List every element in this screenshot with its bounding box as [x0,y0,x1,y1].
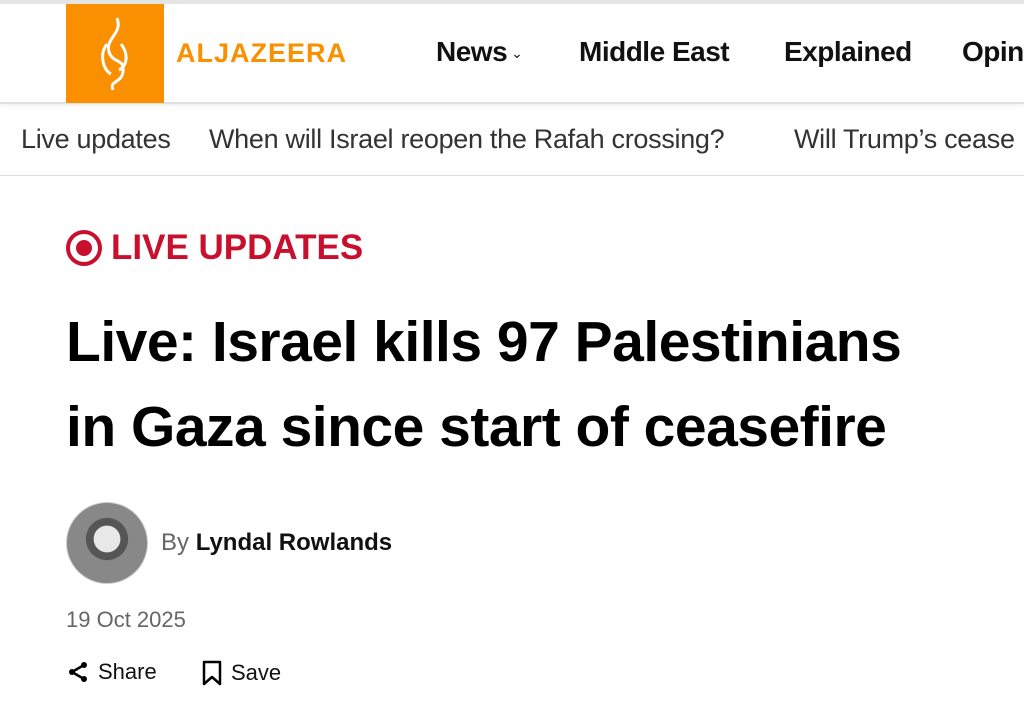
nav-explained[interactable]: Explained [784,36,912,67]
page-title: Live: Israel kills 97 Palestinians in Gaz… [66,300,1016,470]
live-tag-label: LIVE UPDATES [111,228,364,267]
nav-middle-east[interactable]: Middle East [579,36,730,67]
nav-news-label: News [436,36,508,67]
top-bar [0,0,1024,4]
subnav-live-updates[interactable]: Live updates [21,124,171,154]
calligraphy-logo-icon [101,16,128,91]
byline: By Lyndal Rowlands [161,529,392,557]
author-avatar[interactable] [66,502,148,584]
aljazeera-logo[interactable] [66,4,164,103]
title-line: in Gaza since start of ceasefire [66,395,887,459]
brand-wordmark[interactable]: ALJAZEERA [176,38,348,68]
nav-opinion[interactable]: Opin [962,36,1024,67]
subnav-trump-ceasefire[interactable]: Will Trump’s cease [794,124,1015,154]
publish-date: 19 Oct 2025 [66,607,186,632]
chevron-down-icon: ⌄ [511,45,523,62]
by-label: By [161,529,190,556]
subnav-rafah-crossing[interactable]: When will Israel reopen the Rafah crossi… [209,124,725,154]
nav-news[interactable]: News ⌄ [436,36,523,68]
author-link[interactable]: Lyndal Rowlands [195,529,393,556]
live-dot-icon [66,230,102,266]
bookmark-icon [202,660,222,686]
share-label: Share [98,659,157,684]
save-label: Save [231,660,282,685]
live-updates-tag: LIVE UPDATES [66,228,363,268]
share-button[interactable]: Share [66,659,157,685]
save-button[interactable]: Save [201,659,281,687]
share-icon [69,662,87,682]
sub-navigation: Live updates When will Israel reopen the… [0,106,1024,176]
title-line: Live: Israel kills 97 Palestinians [66,310,902,374]
site-header: ALJAZEERA News ⌄ Middle East Explained Op… [0,4,1024,104]
